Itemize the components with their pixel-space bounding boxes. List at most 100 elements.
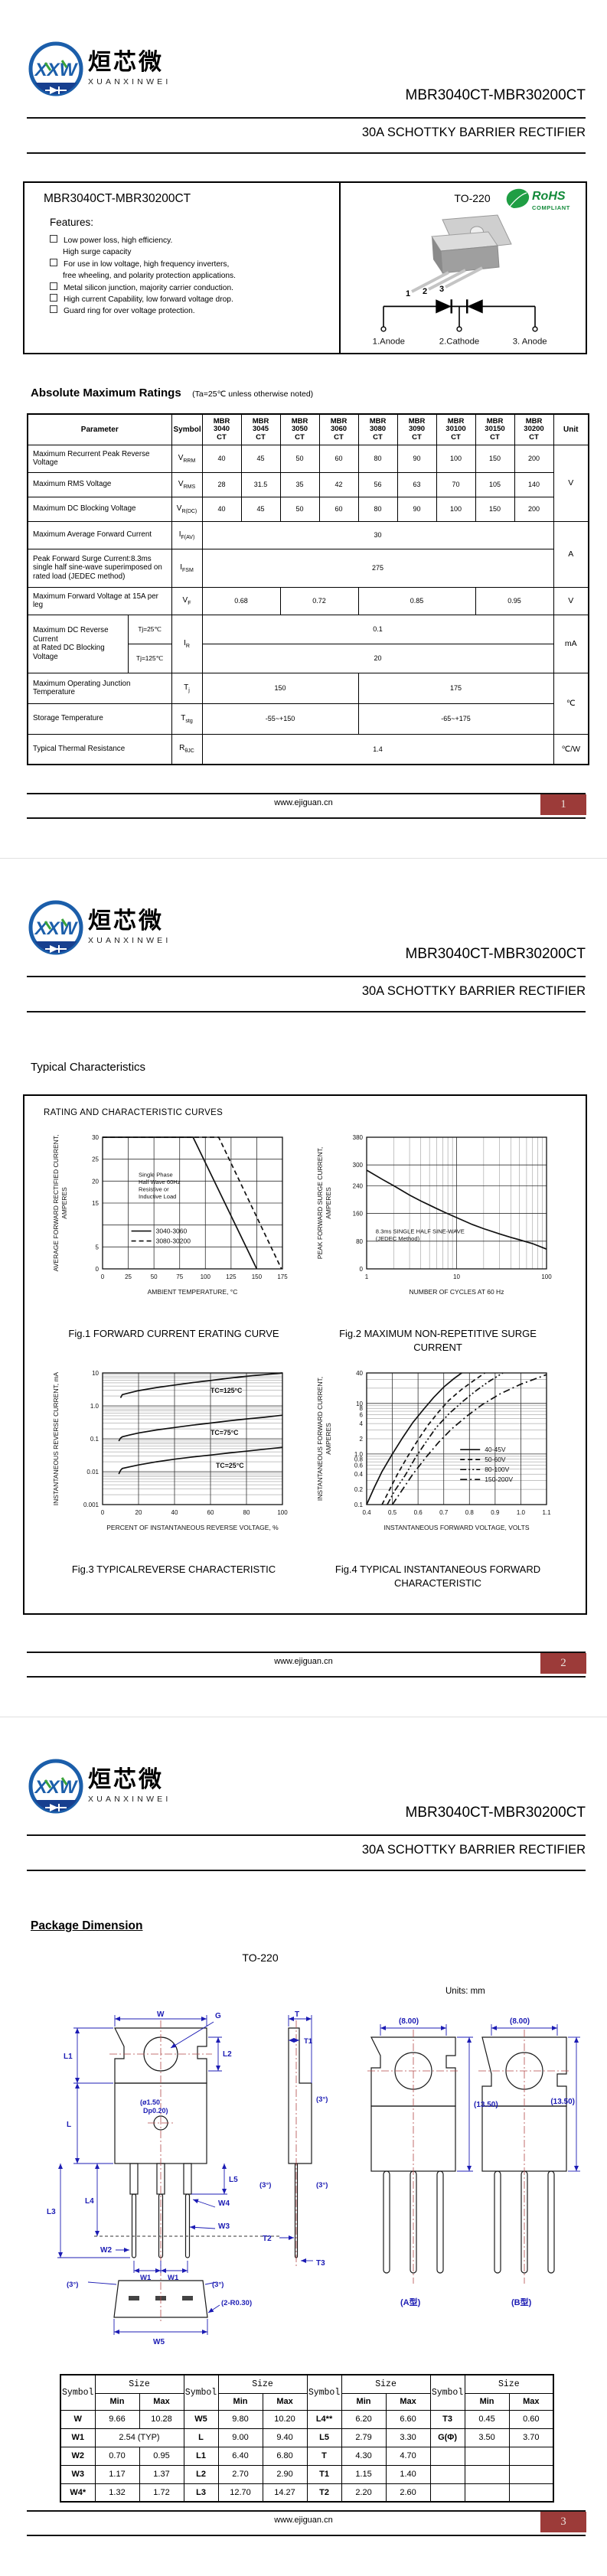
svg-text:175: 175 bbox=[277, 1273, 288, 1280]
pin-number: 2 bbox=[423, 287, 427, 296]
svg-text:0: 0 bbox=[360, 1266, 364, 1273]
section-title-characteristics: Typical Characteristics bbox=[31, 1061, 146, 1074]
dim-label: W1 bbox=[140, 2274, 152, 2282]
series-80-100V bbox=[387, 1372, 504, 1505]
package-name: TO-220 bbox=[454, 192, 491, 204]
svg-text:AMPERES: AMPERES bbox=[325, 1423, 332, 1455]
chart-caption: Fig.3 TYPICALREVERSE CHARACTERISTIC bbox=[71, 1564, 276, 1575]
ratings-row: Maximum Recurrent Peak Reverse Voltage VRR… bbox=[27, 444, 589, 522]
package-name: TO-220 bbox=[242, 1952, 279, 1964]
svg-text:1.0: 1.0 bbox=[90, 1403, 100, 1410]
svg-text:XXW: XXW bbox=[34, 60, 79, 80]
svg-text:AVERAGE FORWARD RECTIFIED CURR: AVERAGE FORWARD RECTIFIED CURRENT, bbox=[52, 1135, 60, 1272]
svg-text:3040-3060: 3040-3060 bbox=[156, 1228, 188, 1235]
svg-text:Half Wave 60Hz: Half Wave 60Hz bbox=[139, 1179, 181, 1185]
dim-label: W bbox=[157, 2010, 165, 2019]
svg-text:50: 50 bbox=[151, 1273, 158, 1280]
svg-text:TC=25°C: TC=25°C bbox=[216, 1462, 244, 1469]
footer-rule-bottom bbox=[27, 2535, 586, 2536]
header-rule-bottom bbox=[27, 1011, 586, 1012]
dim-label: W3 bbox=[218, 2222, 230, 2231]
svg-text:1.1: 1.1 bbox=[542, 1509, 551, 1516]
svg-text:0.2: 0.2 bbox=[354, 1486, 364, 1493]
dim-label: L5 bbox=[229, 2176, 238, 2184]
dim-label: T2 bbox=[263, 2235, 272, 2243]
svg-text:0.1: 0.1 bbox=[354, 1502, 364, 1508]
svg-text:INSTANTANEOUS REVERSE CURRENT,: INSTANTANEOUS REVERSE CURRENT, mA bbox=[52, 1371, 60, 1505]
dim-label: (13.50) bbox=[550, 2098, 575, 2106]
svg-text:PEAK FORWARD SURGE CURRENT,: PEAK FORWARD SURGE CURRENT, bbox=[316, 1147, 324, 1259]
page-2: XXW 烜芯微 XUANXINWEI MBR3040CT-MBR30200CT … bbox=[0, 858, 607, 1718]
ratings-row: Maximum Forward Voltage at 15A per leg VF… bbox=[27, 586, 589, 615]
ratings-row: Storage Temperature Tstg -55~+150 -65~+175 bbox=[27, 703, 589, 735]
footer-rule-top bbox=[27, 793, 586, 794]
dim-label: T bbox=[295, 2010, 299, 2019]
svg-text:3080-30200: 3080-30200 bbox=[156, 1237, 191, 1245]
device-column-header: MBR 3050 CT bbox=[279, 413, 320, 445]
chart-fig2: 1 10 100 0 80 160 240 300 380 NUMBER OF CYCLES AT… bbox=[312, 1130, 564, 1355]
features-list: Low power loss, high efficiency. High sur… bbox=[50, 235, 325, 318]
footer-rule-top bbox=[27, 1652, 586, 1653]
dim-row: W1 2.54 (TYP) L 9.00 9.40 L5 2.79 3.30 G(Φ) 3.50 3… bbox=[60, 2428, 554, 2447]
svg-text:0.4: 0.4 bbox=[362, 1509, 371, 1516]
units-label: Units: mm bbox=[445, 1987, 485, 1996]
rohs-subtitle: COMPLIANT bbox=[532, 204, 570, 211]
page-3: XXW 烜芯微 XUANXINWEI MBR3040CT-MBR30200CT … bbox=[0, 1717, 607, 2576]
svg-text:20: 20 bbox=[135, 1509, 142, 1516]
logo-mark-icon: XXW bbox=[28, 1759, 83, 1814]
svg-text:0.1: 0.1 bbox=[90, 1436, 100, 1443]
svg-text:TC=75°C: TC=75°C bbox=[210, 1429, 239, 1436]
checkbox-icon bbox=[50, 305, 57, 314]
device-column-header: MBR 30100 CT bbox=[436, 413, 476, 445]
ratings-title: Absolute Maximum Ratings bbox=[31, 386, 181, 399]
pin-number: 1 bbox=[406, 289, 410, 298]
series-40-45V bbox=[366, 1372, 462, 1505]
dimension-lines bbox=[57, 2015, 580, 2335]
svg-text:80: 80 bbox=[356, 1238, 363, 1245]
chart-caption: Fig.1 FORWARD CURRENT ERATING CURVE bbox=[68, 1328, 279, 1339]
chart-fig4-svg: 0.4 0.5 0.6 0.7 0.8 0.9 1.0 1.10.10.20.40.60.81… bbox=[316, 1370, 551, 1531]
ratings-row: Maximum DC Reverse Current at Rated DC Bl… bbox=[27, 614, 589, 673]
dim-label: (3°) bbox=[316, 2095, 328, 2104]
dim-label: G bbox=[215, 2012, 221, 2020]
svg-text:0: 0 bbox=[101, 1273, 105, 1280]
logo-mark-icon: XXW bbox=[28, 900, 83, 955]
svg-text:10: 10 bbox=[92, 1370, 99, 1377]
svg-text:0.8: 0.8 bbox=[354, 1456, 364, 1462]
svg-text:1.0: 1.0 bbox=[517, 1509, 526, 1516]
svg-text:0.001: 0.001 bbox=[83, 1502, 100, 1508]
section-title-package: Package Dimension bbox=[31, 1919, 143, 1932]
svg-text:300: 300 bbox=[353, 1162, 364, 1169]
page-number: 1 bbox=[560, 798, 566, 810]
package-outlines bbox=[113, 2027, 567, 2318]
header-rule-bottom bbox=[27, 152, 586, 154]
checkbox-icon bbox=[50, 282, 57, 290]
svg-text:0.7: 0.7 bbox=[439, 1509, 449, 1516]
svg-text:Inductive Load: Inductive Load bbox=[139, 1193, 176, 1200]
header-rule-top bbox=[27, 976, 586, 977]
svg-text:0: 0 bbox=[96, 1266, 100, 1273]
ratings-table: Parameter Symbol MBR 3040 CT MBR 3045 CT MBR 3050… bbox=[27, 413, 590, 765]
ratings-row: Peak Forward Surge Current:8.3ms single h… bbox=[27, 548, 589, 588]
chart-fig1-svg: 0 25 50 75 100 125 150 175 0 5 15 20 25 30 AMBIENT TEM… bbox=[52, 1134, 288, 1296]
feature-continuation: High surge capacity bbox=[63, 248, 132, 257]
svg-text:INSTANTANEOUS FORWARD VOLTAGE,: INSTANTANEOUS FORWARD VOLTAGE, VOLTS bbox=[383, 1524, 529, 1531]
series-TC=125°C bbox=[119, 1372, 283, 1398]
dim-row: W2 0.70 0.95 L1 6.40 6.80 T 4.30 4.70 bbox=[60, 2446, 554, 2466]
footer-rule-top bbox=[27, 2510, 586, 2512]
package-photo: 1 2 3 bbox=[406, 214, 512, 298]
svg-text:2: 2 bbox=[360, 1436, 364, 1443]
dim-label: (A型) bbox=[400, 2297, 421, 2307]
checkbox-icon bbox=[50, 294, 57, 302]
svg-text:0.9: 0.9 bbox=[491, 1509, 500, 1516]
doc-part-range: MBR3040CT-MBR30200CT bbox=[405, 946, 586, 962]
ratings-row: Maximum Operating Junction Temperature Tj 1… bbox=[27, 672, 589, 735]
brand-logo: XXW 烜芯微 XUANXINWEI bbox=[27, 1757, 171, 1818]
svg-text:100: 100 bbox=[541, 1273, 552, 1280]
dim-row: W4* 1.32 1.72 L3 12.70 14.27 T2 2.20 2.60 bbox=[60, 2483, 554, 2503]
svg-text:40-45V: 40-45V bbox=[485, 1446, 506, 1453]
feature-item: Low power loss, high efficiency. bbox=[50, 235, 325, 246]
device-column-header: MBR 3080 CT bbox=[357, 413, 398, 445]
brand-name-cn: 烜芯微 bbox=[88, 908, 164, 934]
header-rule-top bbox=[27, 1834, 586, 1836]
